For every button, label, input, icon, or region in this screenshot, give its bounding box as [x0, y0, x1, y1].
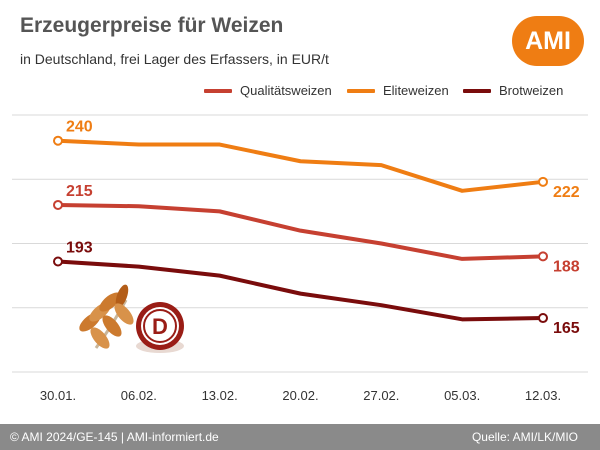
wheat-icon [79, 284, 134, 349]
line-chart: D 215 188 240 222 193 165 30.01. 06.02. 13.02. 2… [12, 114, 588, 403]
data-point-qualitaetsweizen [538, 251, 548, 262]
legend-item-qualitaetsweizen: Qualitätsweizen [204, 83, 332, 98]
x-tick-label: 06.02. [121, 388, 157, 403]
start-label-brotweizen: 193 [66, 239, 93, 256]
label-layer: 215 188 240 222 193 165 [66, 119, 580, 337]
legend-item-brotweizen: Brotweizen [463, 83, 563, 98]
legend-label-brotweizen: Brotweizen [499, 83, 564, 98]
x-tick-label: 27.02. [363, 388, 399, 403]
series-layer [53, 135, 548, 324]
x-axis: 30.01. 06.02. 13.02. 20.02. 27.02. 05.03. 12.0… [40, 388, 561, 403]
legend-label-eliteweizen: Eliteweizen [383, 83, 449, 98]
series-line-brotweizen [56, 259, 545, 322]
series-line-qualitaetsweizen [56, 202, 545, 261]
chart-legend: Qualitätsweizen Eliteweizen Brotweizen [0, 83, 600, 103]
footer-bar: © AMI 2024/GE-145 | AMI-informiert.de Qu… [0, 424, 600, 450]
legend-swatch-eliteweizen [347, 88, 375, 93]
legend-swatch-brotweizen [463, 88, 491, 93]
end-label-qualitaetsweizen: 188 [553, 258, 580, 275]
badge-letter: D [152, 314, 168, 339]
data-point-eliteweizen [53, 135, 63, 146]
x-tick-label: 30.01. [40, 388, 76, 403]
footer-copyright: © AMI 2024/GE-145 | AMI-informiert.de [10, 430, 219, 444]
data-point-eliteweizen [538, 176, 548, 187]
chart-title: Erzeugerpreise für Weizen [20, 14, 284, 37]
footer-source: Quelle: AMI/LK/MIO [471, 430, 578, 444]
chart-subtitle: in Deutschland, frei Lager des Erfassers… [20, 51, 329, 67]
x-tick-label: 12.03. [525, 388, 561, 403]
legend-swatch-qualitaetsweizen [204, 88, 232, 93]
x-tick-label: 20.02. [282, 388, 318, 403]
end-label-brotweizen: 165 [553, 320, 580, 337]
germany-wheat-emblem: D [79, 284, 184, 353]
data-point-brotweizen [538, 313, 548, 324]
series-line-eliteweizen [56, 138, 545, 193]
data-point-brotweizen [53, 256, 63, 267]
country-d-badge: D [136, 302, 184, 353]
ami-logo: AMI [512, 16, 584, 66]
legend-item-eliteweizen: Eliteweizen [347, 83, 449, 98]
legend-label-qualitaetsweizen: Qualitätsweizen [240, 83, 332, 98]
start-label-eliteweizen: 240 [66, 119, 93, 136]
x-tick-label: 05.03. [444, 388, 480, 403]
start-label-qualitaetsweizen: 215 [66, 183, 93, 200]
end-label-eliteweizen: 222 [553, 184, 580, 201]
data-point-qualitaetsweizen [53, 199, 63, 210]
x-tick-label: 13.02. [202, 388, 238, 403]
